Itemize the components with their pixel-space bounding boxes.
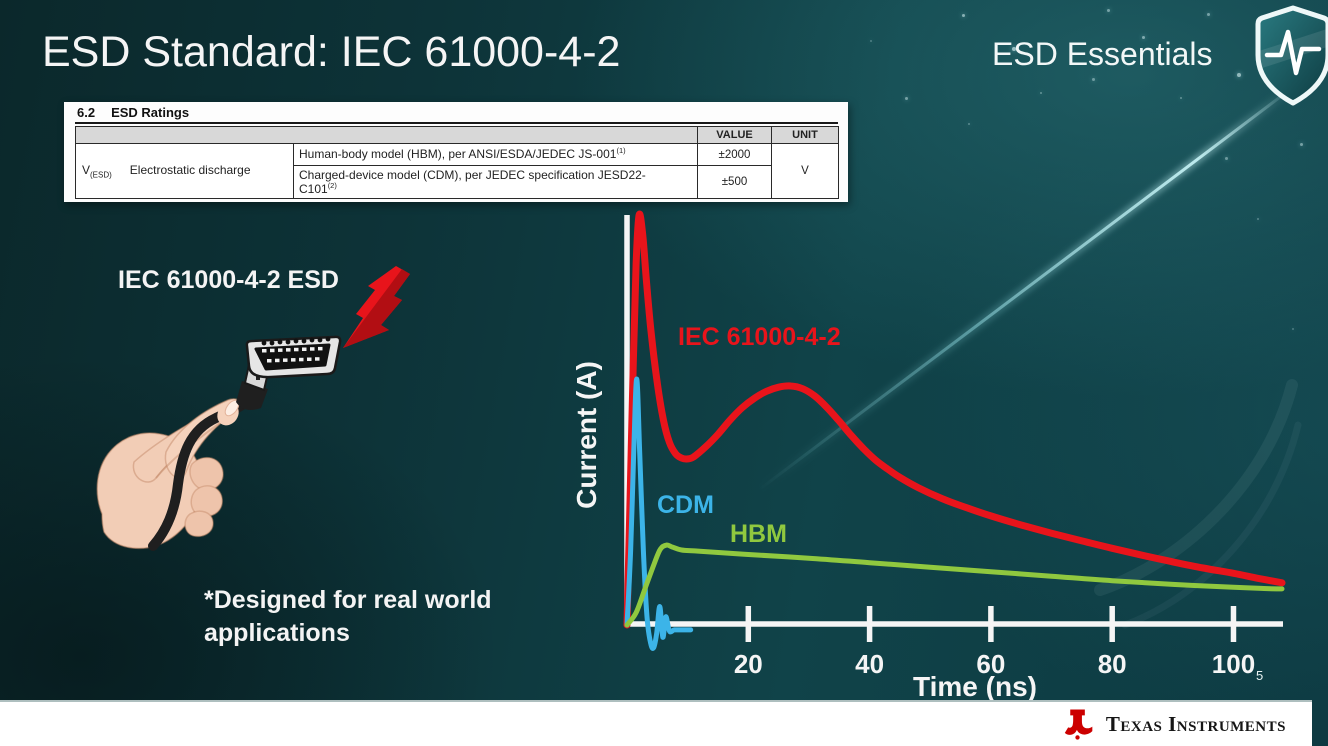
star-dot [1207, 13, 1210, 16]
series-label-cdm: CDM [657, 491, 714, 519]
footer-bar: Texas Instruments [0, 700, 1312, 746]
ratings-section-title: 6.2 ESD Ratings [75, 104, 838, 124]
star-dot [962, 14, 965, 17]
header-unit: UNIT [771, 126, 839, 144]
x-tick-label: 60 [976, 649, 1005, 679]
esd-ratings-table: VALUE UNIT V(ESD) Electrostatic discharge… [75, 126, 839, 200]
footnote: *Designed for real world applications [204, 584, 492, 649]
esd-shield-icon [1255, 5, 1328, 106]
footnote-line2: applications [204, 618, 350, 647]
swirl-decor [1094, 379, 1302, 629]
curve-iec-61000-4-2 [623, 210, 1286, 629]
series-label-hbm: HBM [730, 520, 787, 548]
page-number: 5 [1256, 668, 1264, 683]
star-dot [1257, 218, 1259, 220]
lightning-bolt-icon [343, 266, 410, 348]
star-dot [1092, 78, 1095, 81]
x-tick-label: 40 [855, 649, 884, 679]
star-dot [870, 40, 872, 42]
cdm-value: ±500 [697, 164, 772, 200]
star-dot [968, 123, 970, 125]
brand-text: ESD Essentials [992, 36, 1213, 72]
param-label: Electrostatic discharge [129, 162, 251, 177]
hbm-value: ±2000 [697, 143, 772, 166]
star-dot [1225, 157, 1228, 160]
esd-ratings-panel: 6.2 ESD Ratings VALUE UNIT V(ESD) Electro… [64, 102, 848, 202]
header-empty-cell [75, 126, 698, 144]
star-dot [1142, 36, 1145, 39]
series-label-iec: IEC 61000-4-2 [678, 323, 841, 351]
param-symbol: V(ESD) [82, 162, 112, 180]
x-tick-label: 20 [734, 649, 763, 679]
x-axis-ticks: 20 40 60 80 100 [734, 606, 1255, 679]
hand-cable-illustration [96, 266, 410, 551]
hdmi-connector-icon [236, 335, 342, 410]
section-name: ESD Ratings [111, 105, 190, 120]
star-dot [1300, 143, 1303, 146]
x-tick-label: 80 [1098, 649, 1127, 679]
waveform-curves [623, 210, 1286, 651]
hbm-description: Human-body model (HBM), per ANSI/ESDA/JE… [293, 143, 698, 166]
star-dot [1180, 97, 1182, 99]
header-value: VALUE [697, 126, 772, 144]
star-dot [1012, 47, 1016, 51]
curve-cdm [624, 376, 694, 651]
unit-value: V [771, 142, 839, 200]
ti-wordmark: Texas Instruments [1105, 711, 1286, 736]
footnote-line1: *Designed for real world [204, 586, 492, 614]
section-number: 6.2 [77, 105, 96, 120]
heartbeat-pulse-icon [1264, 29, 1322, 76]
param-cell: V(ESD) Electrostatic discharge [75, 142, 294, 200]
slide-title: ESD Standard: IEC 61000-4-2 [42, 28, 621, 76]
star-dot [1040, 92, 1042, 94]
star-dot [905, 97, 908, 100]
esd-waveform-chart: Current (A) 20 40 60 80 100 Time (ns) IEC 61… [571, 210, 1286, 700]
y-axis-label: Current (A) [571, 361, 602, 509]
cdm-description: Charged-device model (CDM), per JEDEC sp… [293, 164, 698, 200]
illustration-label: IEC 61000-4-2 ESD [118, 266, 339, 294]
star-dot [1107, 9, 1110, 12]
x-axis-label: Time (ns) [913, 671, 1037, 700]
curve-hbm [624, 542, 1285, 628]
star-dot [1237, 73, 1241, 77]
x-tick-label: 100 [1212, 649, 1255, 679]
star-dot [1292, 328, 1294, 330]
ti-logo-icon [1064, 709, 1093, 740]
